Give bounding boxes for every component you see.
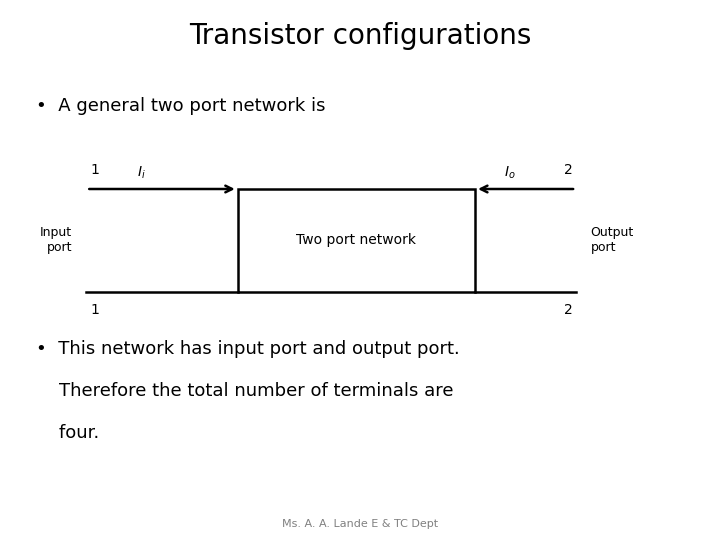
Text: 1: 1 [90, 303, 99, 318]
Text: Output
port: Output port [590, 226, 634, 254]
Text: 1: 1 [90, 163, 99, 177]
Text: Ms. A. A. Lande E & TC Dept: Ms. A. A. Lande E & TC Dept [282, 519, 438, 529]
Text: Transistor configurations: Transistor configurations [189, 22, 531, 50]
Text: •  This network has input port and output port.: • This network has input port and output… [36, 340, 460, 358]
Text: 2: 2 [564, 303, 572, 318]
Text: 2: 2 [564, 163, 572, 177]
Text: $I_o$: $I_o$ [504, 165, 516, 181]
Text: Input
port: Input port [40, 226, 72, 254]
Text: Two port network: Two port network [297, 233, 416, 247]
Text: •  A general two port network is: • A general two port network is [36, 97, 325, 115]
Text: $I_i$: $I_i$ [137, 165, 145, 181]
Bar [238, 189, 475, 292]
Text: four.: four. [36, 424, 99, 442]
Text: Therefore the total number of terminals are: Therefore the total number of terminals … [36, 382, 454, 400]
